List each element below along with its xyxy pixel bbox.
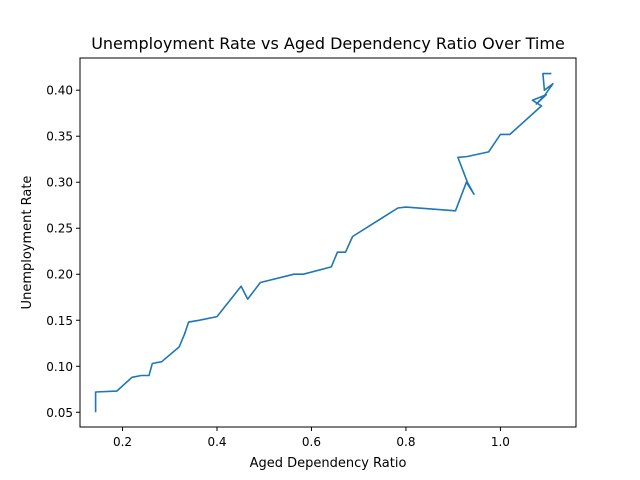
series-line	[94, 72, 554, 413]
y-tick-label: 0.25	[46, 222, 73, 236]
plot-frame	[79, 57, 577, 428]
y-tick-label: 0.15	[46, 314, 73, 328]
y-axis-label: Unemployment Rate	[20, 176, 35, 310]
y-tick-label: 0.35	[46, 130, 73, 144]
x-tick-label: 0.8	[396, 435, 415, 449]
x-tick-label: 0.2	[113, 435, 132, 449]
x-axis: 0.2 0.4 0.6 0.8 1.0	[113, 427, 510, 449]
chart-title: Unemployment Rate vs Aged Dependency Rat…	[91, 34, 565, 53]
plot-area	[80, 58, 576, 427]
x-tick-label: 0.4	[207, 435, 226, 449]
y-tick-label: 0.40	[46, 84, 73, 98]
y-tick-label: 0.05	[46, 406, 73, 420]
y-tick-label: 0.10	[46, 360, 73, 374]
x-tick-label: 0.6	[302, 435, 321, 449]
y-tick-label: 0.20	[46, 268, 73, 282]
series-layer	[94, 72, 554, 413]
x-tick-label: 1.0	[491, 435, 510, 449]
y-axis: 0.05 0.10 0.15 0.20 0.25 0.30 0.35 0.40	[46, 84, 80, 420]
x-axis-label: Aged Dependency Ratio	[250, 456, 407, 471]
y-tick-label: 0.30	[46, 176, 73, 190]
